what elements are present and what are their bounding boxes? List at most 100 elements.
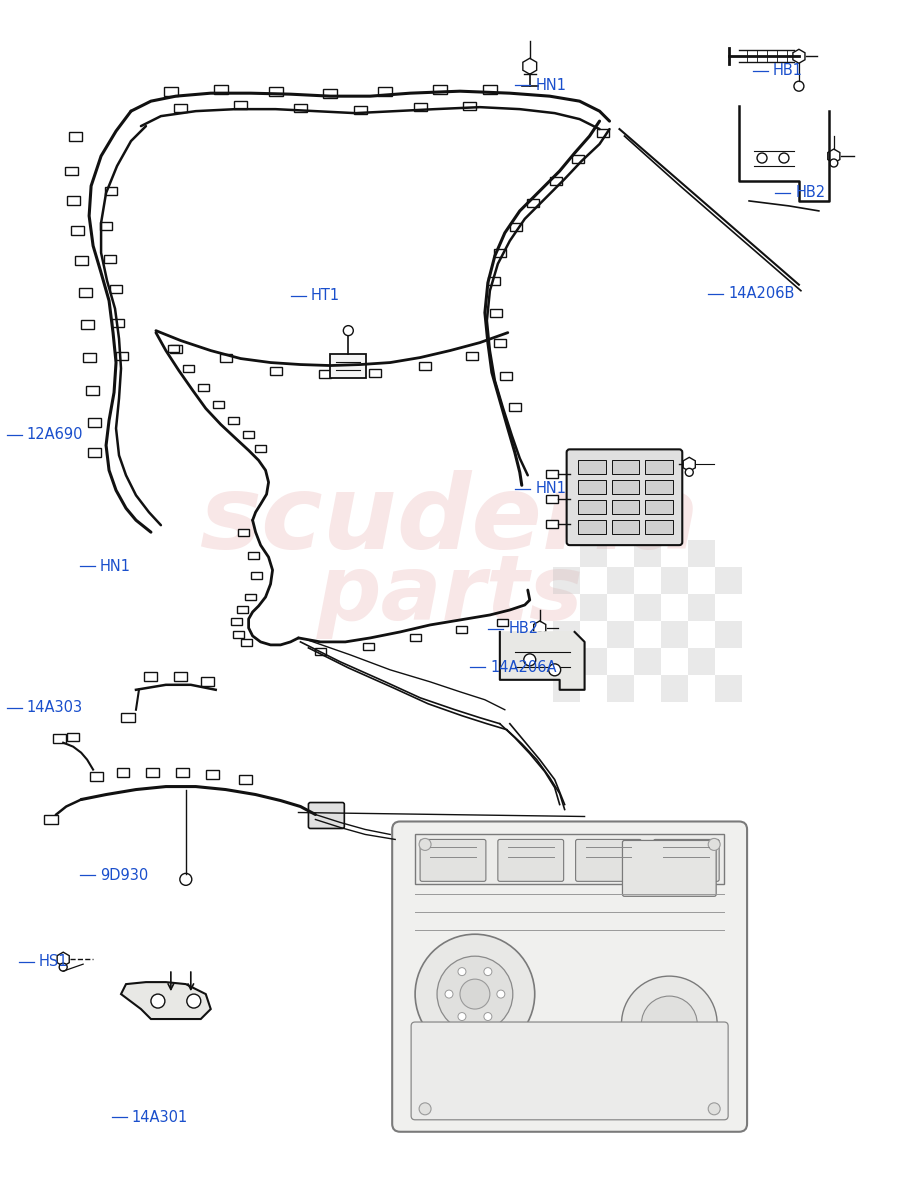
Bar bbox=[243, 431, 254, 438]
Circle shape bbox=[437, 956, 513, 1032]
Bar bbox=[87, 448, 101, 457]
Bar bbox=[78, 288, 92, 298]
Bar bbox=[270, 366, 282, 374]
Polygon shape bbox=[58, 952, 69, 966]
Bar bbox=[688, 540, 715, 568]
Bar bbox=[597, 130, 608, 137]
Bar bbox=[433, 85, 447, 94]
Text: HS1: HS1 bbox=[39, 954, 68, 970]
Text: HB1: HB1 bbox=[773, 64, 803, 78]
Bar bbox=[645, 520, 673, 534]
Bar bbox=[248, 552, 259, 558]
Circle shape bbox=[187, 994, 201, 1008]
Bar bbox=[715, 620, 742, 648]
Bar bbox=[67, 197, 79, 205]
Bar bbox=[87, 418, 101, 427]
Polygon shape bbox=[828, 149, 840, 163]
Bar bbox=[168, 346, 179, 352]
Bar bbox=[206, 770, 220, 779]
Bar bbox=[526, 199, 539, 206]
Bar bbox=[202, 677, 214, 686]
Bar bbox=[466, 352, 478, 360]
Circle shape bbox=[642, 996, 698, 1052]
Polygon shape bbox=[683, 457, 696, 472]
Bar bbox=[494, 338, 506, 347]
Bar bbox=[234, 101, 248, 109]
Bar bbox=[688, 648, 715, 674]
Circle shape bbox=[415, 935, 535, 1054]
Text: HT1: HT1 bbox=[310, 288, 340, 304]
Bar bbox=[81, 320, 94, 329]
Bar bbox=[294, 104, 307, 112]
Polygon shape bbox=[500, 632, 585, 690]
Circle shape bbox=[497, 990, 505, 998]
Polygon shape bbox=[121, 982, 211, 1019]
Circle shape bbox=[524, 654, 536, 666]
Bar bbox=[410, 635, 420, 642]
Bar bbox=[369, 368, 382, 377]
Bar bbox=[607, 674, 634, 702]
Text: HN1: HN1 bbox=[100, 559, 131, 574]
Bar bbox=[83, 353, 95, 362]
Bar bbox=[578, 480, 606, 494]
Bar bbox=[116, 352, 128, 360]
Bar bbox=[213, 85, 228, 94]
Bar bbox=[320, 370, 331, 378]
Bar bbox=[354, 106, 367, 114]
Circle shape bbox=[484, 1013, 492, 1020]
Bar bbox=[229, 416, 239, 424]
Circle shape bbox=[458, 967, 466, 976]
Text: 9D930: 9D930 bbox=[100, 868, 148, 883]
Text: HN1: HN1 bbox=[536, 78, 566, 92]
Bar bbox=[611, 500, 639, 514]
Bar bbox=[488, 277, 500, 284]
Bar bbox=[645, 461, 673, 474]
FancyBboxPatch shape bbox=[653, 840, 719, 881]
Text: 12A690: 12A690 bbox=[26, 427, 83, 443]
Polygon shape bbox=[523, 59, 536, 74]
Bar bbox=[580, 540, 607, 568]
Bar bbox=[554, 620, 580, 648]
Bar bbox=[611, 480, 639, 494]
Bar bbox=[715, 674, 742, 702]
FancyBboxPatch shape bbox=[498, 840, 563, 881]
FancyBboxPatch shape bbox=[411, 1022, 728, 1120]
Bar bbox=[580, 594, 607, 620]
Circle shape bbox=[460, 979, 490, 1009]
Polygon shape bbox=[793, 49, 805, 64]
Bar bbox=[550, 176, 562, 185]
Bar bbox=[71, 227, 84, 235]
Bar bbox=[110, 284, 122, 293]
FancyBboxPatch shape bbox=[309, 803, 345, 828]
Circle shape bbox=[484, 967, 492, 976]
FancyBboxPatch shape bbox=[576, 840, 642, 881]
Bar bbox=[611, 520, 639, 534]
Bar bbox=[105, 187, 117, 194]
Bar bbox=[330, 354, 366, 378]
Bar bbox=[233, 631, 244, 638]
Bar bbox=[104, 254, 116, 263]
Bar bbox=[494, 248, 506, 257]
Bar bbox=[176, 768, 189, 778]
Bar bbox=[490, 308, 502, 317]
Bar bbox=[116, 768, 130, 778]
Bar bbox=[86, 386, 99, 395]
FancyBboxPatch shape bbox=[392, 822, 747, 1132]
Bar bbox=[456, 626, 467, 634]
Bar bbox=[239, 775, 252, 784]
Bar bbox=[245, 594, 256, 600]
Bar bbox=[363, 643, 374, 650]
Bar bbox=[580, 648, 607, 674]
FancyBboxPatch shape bbox=[567, 449, 682, 545]
Bar bbox=[121, 713, 135, 722]
Bar bbox=[498, 619, 508, 626]
Bar bbox=[268, 86, 283, 96]
Bar bbox=[634, 648, 661, 674]
Bar bbox=[661, 568, 688, 594]
Text: 14A301: 14A301 bbox=[131, 1110, 188, 1124]
Circle shape bbox=[708, 839, 720, 851]
Bar bbox=[213, 401, 224, 408]
Bar bbox=[147, 768, 159, 778]
Bar bbox=[231, 618, 242, 625]
Bar bbox=[65, 167, 77, 175]
